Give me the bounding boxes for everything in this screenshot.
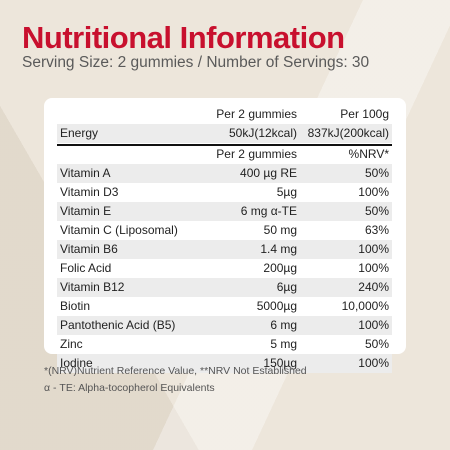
table-row: Vitamin B12 6µg 240% xyxy=(57,278,392,297)
nutrient-name: Folic Acid xyxy=(60,261,112,275)
nutrient-amount: 400 µg RE xyxy=(240,166,297,180)
vitamin-header-per-serving: Per 2 gummies xyxy=(216,147,297,161)
table-row: Biotin 5000µg 10,000% xyxy=(57,297,392,316)
nutrient-amount: 1.4 mg xyxy=(260,242,297,256)
nutrient-name: Vitamin A xyxy=(60,166,111,180)
energy-header-per-100g: Per 100g xyxy=(340,107,389,121)
nutrient-amount: 6µg xyxy=(276,280,297,294)
nutrient-amount: 5 mg xyxy=(270,337,297,351)
nutrient-amount: 150µg xyxy=(263,356,297,370)
nutrient-nrv: 240% xyxy=(358,280,389,294)
table-row: Vitamin E 6 mg α-TE 50% xyxy=(57,202,392,221)
table-row: Vitamin A 400 µg RE 50% xyxy=(57,164,392,183)
energy-per-100g: 837kJ(200kcal) xyxy=(307,126,389,140)
vitamin-header-nrv: %NRV* xyxy=(348,147,389,161)
serving-info: Serving Size: 2 gummies / Number of Serv… xyxy=(22,54,370,71)
table-row: Vitamin B6 1.4 mg 100% xyxy=(57,240,392,259)
nutrient-name: Iodine xyxy=(60,356,93,370)
nutrition-table-card: Per 2 gummies Per 100g Energy 50kJ(12kca… xyxy=(44,98,406,373)
nutrient-amount: 5000µg xyxy=(256,299,297,313)
nutrient-nrv: 50% xyxy=(364,166,389,180)
table-row: Zinc 5 mg 50% xyxy=(57,335,392,354)
nutrient-nrv: 10,000% xyxy=(341,299,389,313)
table-row: Iodine 150µg 100% xyxy=(57,354,392,373)
nutrient-nrv: 50% xyxy=(364,337,389,351)
nutrient-nrv: 63% xyxy=(364,223,389,237)
nutrient-name: Vitamin B12 xyxy=(60,280,125,294)
nutrient-nrv: 100% xyxy=(358,318,389,332)
footnote-nrv: *(NRV)Nutrient Reference Value, **NRV No… xyxy=(44,365,307,377)
nutrient-nrv: 100% xyxy=(358,261,389,275)
energy-row: Energy 50kJ(12kcal) 837kJ(200kcal) xyxy=(57,124,392,143)
nutrient-name: Vitamin C (Liposomal) xyxy=(60,223,178,237)
table-row: Vitamin C (Liposomal) 50 mg 63% xyxy=(57,221,392,240)
nutrient-amount: 6 mg xyxy=(270,318,297,332)
nutrient-nrv: 100% xyxy=(358,356,389,370)
nutrient-name: Vitamin E xyxy=(60,204,112,218)
table-divider xyxy=(57,144,392,146)
nutrient-name: Biotin xyxy=(60,299,91,313)
nutrient-amount: 6 mg α-TE xyxy=(240,204,297,218)
nutrient-amount: 50 mg xyxy=(263,223,297,237)
table-row: Vitamin D3 5µg 100% xyxy=(57,183,392,202)
nutrient-name: Vitamin B6 xyxy=(60,242,118,256)
nutrient-nrv: 50% xyxy=(364,204,389,218)
page-title: Nutritional Information xyxy=(22,20,345,55)
nutrient-name: Vitamin D3 xyxy=(60,185,119,199)
nutrient-nrv: 100% xyxy=(358,185,389,199)
energy-header-per-serving: Per 2 gummies xyxy=(216,107,297,121)
nutrient-name: Zinc xyxy=(60,337,83,351)
energy-header-row: Per 2 gummies Per 100g xyxy=(57,105,392,124)
nutrient-amount: 200µg xyxy=(263,261,297,275)
table-row: Folic Acid 200µg 100% xyxy=(57,259,392,278)
table-row: Pantothenic Acid (B5) 6 mg 100% xyxy=(57,316,392,335)
nutrient-name: Pantothenic Acid (B5) xyxy=(60,318,176,332)
footnote-alpha-te: α - TE: Alpha-tocopherol Equivalents xyxy=(44,382,215,394)
nutrient-amount: 5µg xyxy=(276,185,297,199)
vitamin-header-row: Per 2 gummies %NRV* xyxy=(57,145,392,164)
energy-label: Energy xyxy=(60,126,99,140)
energy-per-serving: 50kJ(12kcal) xyxy=(228,126,297,140)
nutrient-nrv: 100% xyxy=(358,242,389,256)
